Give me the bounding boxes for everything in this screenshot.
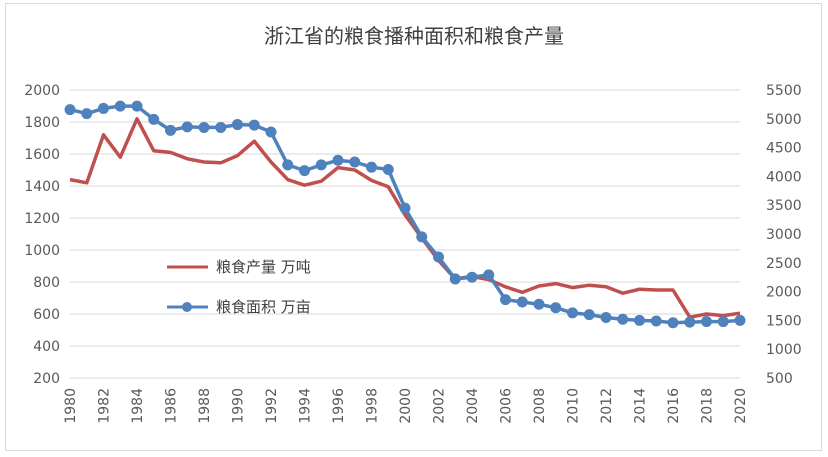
y-right-tick-label: 4000 [766,169,802,185]
series-point-1 [449,273,461,285]
series-point-1 [550,302,562,314]
series-line-0 [69,117,741,319]
series-point-1 [349,156,361,168]
x-tick-label: 1988 [197,388,213,424]
series-point-1 [198,121,210,133]
legend: 粮食产量 万吨 粮食面积 万亩 [167,258,311,316]
x-tick-label: 2008 [532,388,548,424]
series-point-1 [500,294,511,306]
series-group [64,100,746,329]
series-point-1 [617,313,629,325]
y-left-tick-label: 1800 [24,115,60,131]
gridlines [70,89,740,379]
y-right-tick-label: 3000 [766,227,802,243]
x-tick-label: 1980 [63,388,79,424]
y-right-tick-label: 1000 [766,342,802,358]
x-tick-label: 2006 [499,388,515,424]
series-point-1 [634,314,645,326]
series-point-1 [299,165,310,177]
series-point-1 [701,316,712,328]
y-left-tick-label: 800 [33,275,60,291]
y-left-tick-label: 1200 [24,211,60,227]
x-tick-label: 2018 [700,388,716,424]
x-tick-label: 1994 [298,388,314,424]
series-point-1 [232,119,243,131]
y-right-tick-label: 4500 [766,141,802,157]
series-point-1 [315,159,327,171]
series-point-1 [148,113,160,125]
x-tick-label: 2002 [432,388,448,424]
y-left-tick-label: 2000 [24,83,60,99]
y-right-tick-label: 500 [766,371,793,387]
series-point-1 [433,251,444,263]
legend-marker-area [182,302,192,312]
series-point-1 [600,312,612,324]
series-point-1 [717,316,729,328]
series-point-1 [382,163,394,175]
x-tick-label: 2012 [599,388,615,424]
series-point-1 [265,126,277,138]
series-point-1 [650,315,662,327]
series-point-1 [416,231,428,243]
x-tick-label: 1984 [130,388,146,424]
legend-label-production: 粮食产量 万吨 [216,258,311,276]
series-point-1 [483,269,495,281]
legend-label-area: 粮食面积 万亩 [216,298,311,316]
x-tick-label: 2020 [733,388,749,424]
y-right-tick-label: 1500 [766,313,802,329]
series-point-1 [399,202,411,214]
series-point-1 [64,104,76,116]
series-point-1 [667,317,679,329]
y-left-tick-label: 1000 [24,243,60,259]
series-point-1 [516,296,528,308]
series-point-1 [332,154,344,166]
series-point-1 [466,271,478,283]
series-point-1 [734,314,746,326]
x-tick-label: 1986 [164,388,180,424]
y-right-tick-label: 5500 [766,83,802,99]
x-tick-label: 1998 [365,388,381,424]
series-point-1 [165,124,176,136]
series-point-1 [282,159,294,171]
series-point-1 [215,121,227,133]
series-point-1 [248,119,260,131]
y-right-tick-label: 5000 [766,112,802,128]
x-tick-label: 1992 [264,388,280,424]
y-left-tick-label: 1400 [24,179,60,195]
series-point-1 [131,100,143,112]
series-point-1 [684,316,696,328]
series-point-1 [98,102,109,114]
y-left-tick-label: 600 [33,307,60,323]
series-point-1 [533,298,545,310]
y-left-tick-label: 400 [33,339,60,355]
chart-title: 浙江省的粮食播种面积和粮食产量 [264,24,564,48]
series-point-1 [181,121,193,133]
x-axis-ticks: 1980 1982 1984 1986 1988 1990 1992 1994 1996 1998… [63,388,749,424]
y-left-tick-label: 200 [33,371,60,387]
x-tick-label: 2004 [465,388,481,424]
right-axis-ticks: 5500 5000 4500 4000 3500 3000 2500 2000 1500 1000… [766,83,802,387]
x-tick-label: 1982 [97,388,113,424]
y-right-tick-label: 2000 [766,285,802,301]
x-tick-label: 2000 [398,388,414,424]
x-tick-label: 2010 [566,388,582,424]
y-right-tick-label: 2500 [766,256,802,272]
series-point-1 [81,108,93,120]
x-tick-label: 2014 [633,388,649,424]
y-left-tick-label: 1600 [24,147,60,163]
series-point-1 [366,161,377,173]
left-axis-ticks: 2000 1800 1600 1400 1200 1000 800 600 400 200 [24,83,60,387]
series-point-1 [114,100,126,112]
x-tick-label: 2016 [666,388,682,424]
x-tick-label: 1990 [231,388,247,424]
x-tick-label: 1996 [331,388,347,424]
y-right-tick-label: 3500 [766,198,802,214]
series-point-1 [567,307,578,319]
series-point-1 [583,309,595,321]
